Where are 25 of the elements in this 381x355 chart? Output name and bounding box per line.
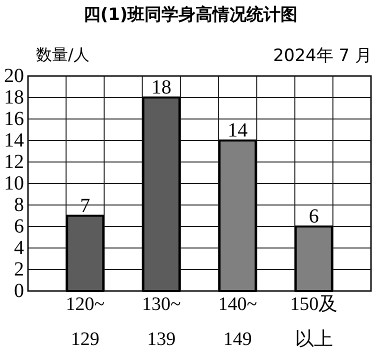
bar: [218, 140, 257, 292]
y-tick-label: 14: [4, 130, 24, 152]
y-tick-label: 0: [14, 280, 24, 302]
y-tick-label: 18: [4, 86, 24, 108]
data-label: 6: [308, 206, 319, 228]
y-tick-label: 12: [4, 151, 24, 173]
x-tick-label: 130~139: [142, 294, 181, 350]
y-tick-label: 4: [14, 237, 24, 259]
data-label: 18: [151, 76, 172, 98]
y-tick-label: 10: [4, 172, 24, 194]
y-tick-label: 20: [4, 65, 24, 87]
y-tick-label: 6: [14, 216, 24, 238]
bar: [294, 226, 333, 292]
y-tick-label: 8: [14, 194, 24, 216]
text: 2024年 7 月: [273, 46, 372, 66]
x-tick-label: 150及以上: [290, 294, 338, 350]
x-tick-label: 140~149: [218, 294, 257, 350]
data-label: 14: [228, 120, 248, 142]
bar: [66, 214, 104, 292]
bar: [142, 96, 180, 292]
y-tick-label: 2: [14, 258, 24, 280]
x-tick-label: 120~129: [66, 294, 105, 350]
chart-title: 四(1)班同学身高情况统计图: [83, 5, 298, 25]
y-axis-title: 数量/人: [36, 45, 90, 64]
y-tick-label: 16: [4, 108, 24, 130]
